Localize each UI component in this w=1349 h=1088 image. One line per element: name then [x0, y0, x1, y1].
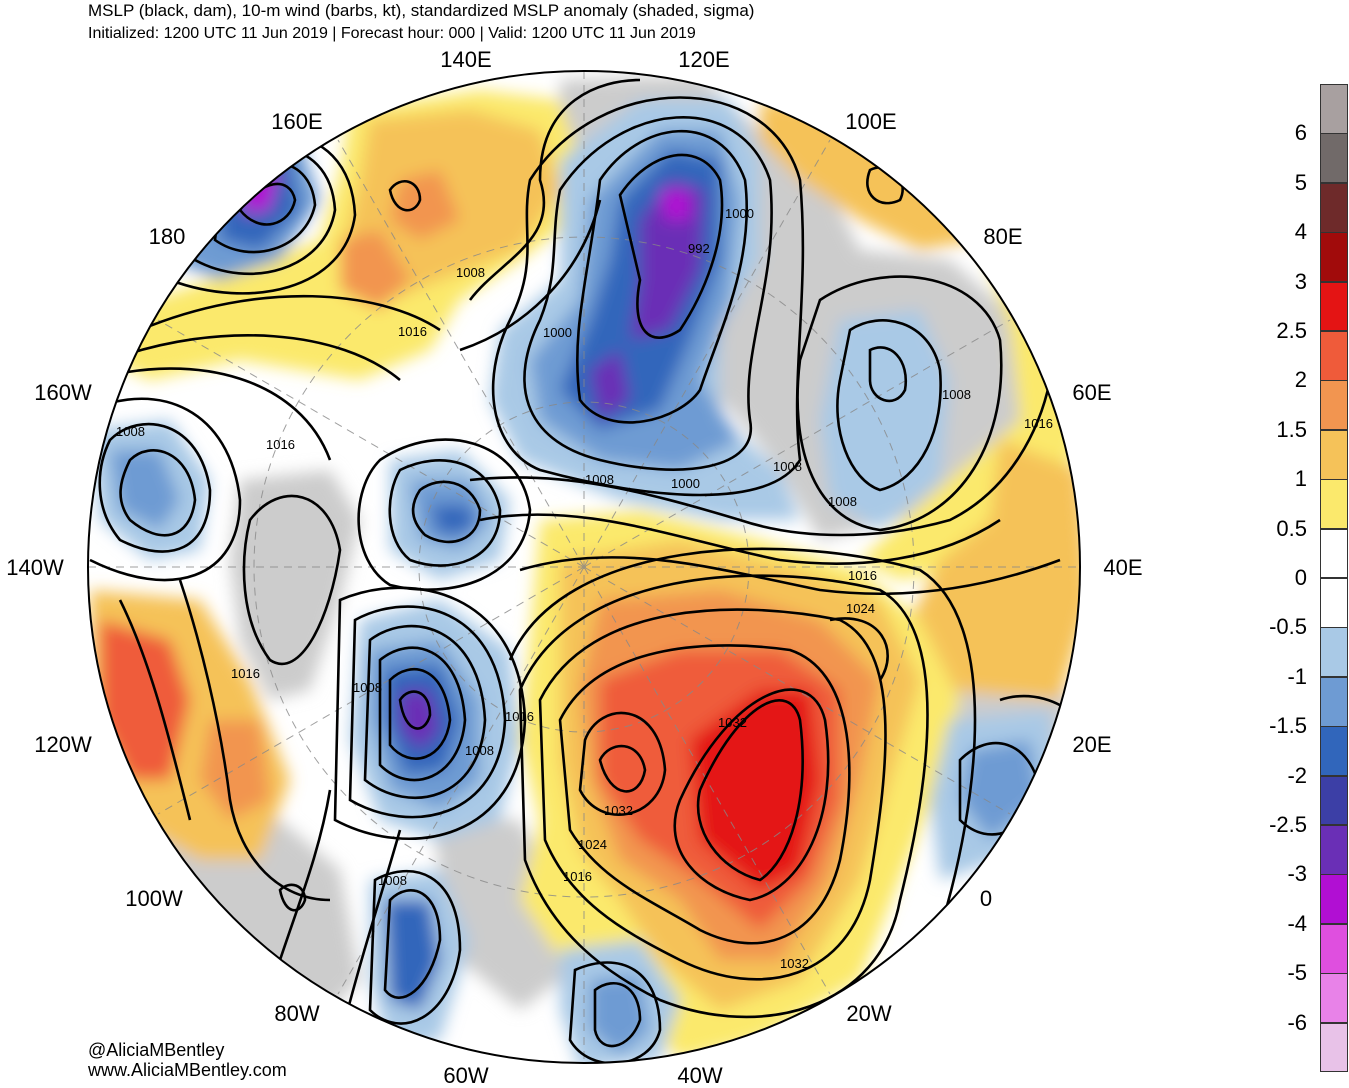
colorbar-label: 4	[1294, 219, 1307, 245]
isobar-label: 1008	[353, 680, 382, 695]
lon-label: 80E	[983, 224, 1023, 249]
colorbar-label: 3	[1294, 268, 1307, 294]
colorbar-swatch	[1320, 627, 1348, 678]
isobar-label: 1016	[231, 666, 260, 681]
map-boundary	[87, 70, 1081, 1064]
colorbar-label: -1.5	[1269, 713, 1307, 739]
colorbar-label: -2.5	[1269, 812, 1307, 837]
lon-label: 120E	[678, 47, 730, 72]
colorbar-label: 2.5	[1276, 318, 1307, 343]
lon-label: 80W	[274, 1001, 320, 1026]
page-title: MSLP (black, dam), 10-m wind (barbs, kt)…	[88, 1, 755, 20]
lon-label: 20W	[846, 1001, 892, 1026]
isobar-labels: 1000 992 1008 1016 1000 1008 1016 1008 1…	[116, 206, 1053, 971]
colorbar-label: 1	[1294, 466, 1307, 492]
isobar-label: 1008	[942, 387, 971, 402]
lon-label: 100W	[125, 886, 183, 911]
lon-label: 40E	[1103, 555, 1143, 580]
colorbar-swatch	[1320, 874, 1348, 925]
lon-label: 60E	[1072, 380, 1112, 405]
colorbar-swatch	[1320, 84, 1348, 134]
isobars	[89, 78, 1080, 1063]
lon-label: 40W	[677, 1063, 723, 1088]
colorbar-swatch	[1320, 133, 1348, 184]
isobar-label: 1016	[505, 709, 534, 724]
page-subtitle: Initialized: 1200 UTC 11 Jun 2019 | Fore…	[88, 25, 696, 42]
isobar-label: 1016	[1024, 416, 1053, 431]
isobar-label: 1008	[465, 743, 494, 758]
isobar-label: 1016	[563, 869, 592, 884]
colorbar-label: -6	[1287, 1009, 1307, 1035]
colorbar-label: 2	[1294, 367, 1307, 393]
isobar-label: 1000	[543, 325, 572, 340]
colorbar-label: 1.5	[1276, 416, 1307, 442]
colorbar-label: 0.5	[1276, 515, 1307, 541]
isobar-label: 1016	[398, 324, 427, 339]
colorbar-swatch	[1320, 578, 1348, 628]
colorbar-label: -4	[1287, 910, 1307, 936]
colorbar-label: -3	[1287, 861, 1307, 887]
colorbar-swatch	[1320, 923, 1348, 974]
colorbar	[1320, 84, 1349, 1073]
lon-label: 160W	[34, 380, 92, 405]
colorbar-swatch	[1320, 825, 1348, 875]
isobar-label: 1008	[773, 459, 802, 474]
colorbar-swatch	[1320, 429, 1348, 480]
isobar-label: 1032	[604, 803, 633, 818]
colorbar-swatch	[1320, 479, 1348, 530]
isobar-label: 1008	[116, 424, 145, 439]
isobar-label: 1024	[578, 837, 607, 852]
colorbar-swatch	[1320, 775, 1348, 826]
lon-label: 180	[148, 224, 186, 249]
colorbar-swatch	[1320, 528, 1348, 579]
isobar-label: 1008	[585, 472, 614, 487]
colorbar-label: -0.5	[1269, 614, 1307, 640]
colorbar-swatch	[1320, 380, 1348, 431]
isobar-label: 992	[688, 241, 710, 256]
colorbar-label: -1	[1287, 663, 1307, 689]
colorbar-swatch	[1320, 182, 1348, 233]
colorbar-label: 0	[1294, 565, 1307, 590]
lon-label: 0	[979, 886, 993, 911]
lon-label: 100E	[845, 109, 897, 134]
colorbar-label: 6	[1294, 120, 1307, 146]
colorbar-swatch	[1320, 1022, 1348, 1073]
colorbar-swatch	[1320, 676, 1348, 727]
isobar-label: 1008	[828, 494, 857, 509]
isobar-label: 1032	[718, 715, 747, 730]
colorbar-swatch	[1320, 726, 1348, 777]
isobar-label: 1008	[378, 873, 407, 888]
colorbar-swatch	[1320, 232, 1348, 283]
colorbar-label: -2	[1287, 762, 1307, 788]
isobar-label: 1032	[780, 956, 809, 971]
lon-label: 60W	[443, 1063, 489, 1088]
lon-label: 140W	[6, 555, 64, 580]
lon-label: 120W	[34, 732, 92, 757]
isobar-label: 1000	[671, 476, 700, 491]
isobar-label: 1008	[456, 265, 485, 280]
colorbar-label: -5	[1287, 960, 1307, 986]
anomaly-field	[88, 71, 1080, 1063]
isobar-label: 1016	[266, 437, 295, 452]
lon-label: 160E	[271, 109, 323, 134]
lon-label: 140E	[440, 47, 492, 72]
colorbar-swatch	[1320, 973, 1348, 1024]
colorbar-swatch	[1320, 281, 1348, 332]
isobar-label: 1016	[848, 568, 877, 583]
colorbar-label: 5	[1294, 169, 1307, 195]
isobar-label: 1000	[725, 206, 754, 221]
lon-label: 20E	[1072, 732, 1112, 757]
colorbar-swatch	[1320, 331, 1348, 381]
credit-website: www.AliciaMBentley.com	[88, 1060, 287, 1080]
isobar-label: 1024	[846, 601, 875, 616]
credit-handle: @AliciaMBentley	[88, 1040, 225, 1060]
